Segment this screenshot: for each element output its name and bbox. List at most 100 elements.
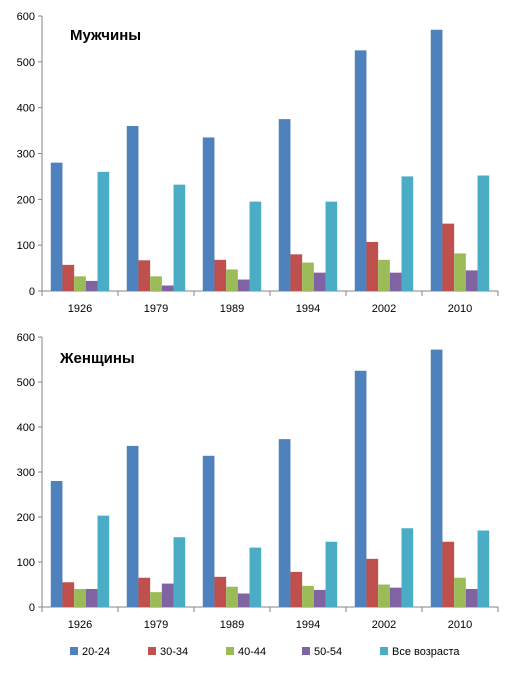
men-x-tick-label: 2010 [448, 303, 472, 315]
legend-label: 50-54 [314, 646, 342, 658]
men-x-tick-label: 1926 [68, 303, 92, 315]
women-x-tick-label: 1979 [144, 619, 168, 631]
women-bar-40-44-1994 [302, 585, 314, 607]
legend-label: 20-24 [82, 646, 110, 658]
men-bar-все-возраста-2002 [401, 176, 414, 291]
men-bar-все-возраста-1926 [97, 171, 110, 291]
women-y-tick-label: 0 [29, 602, 35, 614]
legend-label: 40-44 [238, 646, 266, 658]
women-bar-все-возраста-1926 [97, 515, 110, 607]
women-bar-30-34-2010 [442, 541, 455, 607]
men-bar-50-54-2010 [465, 270, 478, 291]
women-bar-30-34-2002 [366, 558, 379, 607]
legend-item: Все возраста [380, 646, 460, 658]
women-bar-20-24-2010 [430, 349, 443, 607]
men-bar-20-24-2010 [430, 29, 443, 291]
women-bar-40-44-2002 [378, 584, 390, 607]
legend-item: 50-54 [302, 646, 342, 658]
women-bar-20-24-1926 [50, 481, 63, 607]
men-x-tick-label: 1994 [296, 303, 320, 315]
women-bar-40-44-1979 [150, 592, 162, 607]
men-bar-30-34-2010 [442, 223, 455, 291]
chart-men: Мужчины 0 100 200 300 400 500 600 1926 1979 1989 19… [17, 11, 499, 315]
women-bar-все-возраста-1989 [249, 547, 262, 607]
men-bar-все-возраста-2010 [477, 175, 490, 291]
legend: 20-24 30-34 40-44 50-54 Все возраста [70, 646, 460, 658]
women-bar-40-44-1926 [74, 589, 86, 607]
women-bar-20-24-1994 [278, 439, 291, 607]
women-y-tick-label: 500 [17, 377, 35, 389]
men-bar-все-возраста-1979 [173, 184, 186, 291]
women-bar-50-54-1994 [313, 589, 326, 607]
legend-item: 30-34 [148, 646, 188, 658]
men-bar-30-34-1979 [138, 260, 151, 291]
women-x-tick-label: 2010 [448, 619, 472, 631]
men-bar-20-24-1994 [278, 119, 291, 291]
women-bar-50-54-2002 [389, 587, 402, 607]
women-bar-все-возраста-1979 [173, 537, 186, 607]
legend-item: 20-24 [70, 646, 110, 658]
women-bar-30-34-1989 [214, 576, 227, 607]
women-bar-20-24-1989 [202, 455, 215, 607]
legend-swatch [302, 647, 310, 655]
women-x-tick-label: 1989 [220, 619, 244, 631]
women-bar-все-возраста-2002 [401, 528, 414, 607]
women-x-tick-label: 1926 [68, 619, 92, 631]
women-bar-все-возраста-2010 [477, 530, 490, 607]
women-bar-50-54-2010 [465, 589, 478, 607]
men-y-tick-label: 0 [29, 286, 35, 298]
men-bar-30-34-2002 [366, 241, 379, 291]
women-bar-30-34-1926 [62, 582, 75, 607]
men-bar-20-24-2002 [354, 50, 367, 291]
men-bar-30-34-1994 [290, 254, 303, 291]
men-bar-30-34-1926 [62, 264, 75, 291]
men-bar-50-54-1926 [85, 280, 98, 291]
men-bar-20-24-1989 [202, 137, 215, 291]
chart-women: Женщины 0 100 200 300 400 500 600 1926 1979 1989 19… [17, 332, 499, 631]
men-y-tick-label: 400 [17, 103, 35, 115]
men-bar-20-24-1979 [126, 126, 139, 291]
men-bar-все-возраста-1989 [249, 201, 262, 291]
legend-item: 40-44 [226, 646, 266, 658]
women-bar-50-54-1926 [85, 589, 98, 607]
women-chart-title: Женщины [59, 350, 135, 367]
women-x-tick-label: 1994 [296, 619, 320, 631]
women-y-tick-label: 400 [17, 422, 35, 434]
men-bar-40-44-2002 [378, 259, 390, 291]
men-x-tick-label: 2002 [372, 303, 396, 315]
legend-swatch [148, 647, 156, 655]
men-x-tick-label: 1979 [144, 303, 168, 315]
men-y-tick-label: 300 [17, 149, 35, 161]
men-bar-50-54-1989 [237, 279, 250, 291]
legend-swatch [380, 647, 388, 655]
legend-label: Все возраста [392, 646, 460, 658]
women-x-tick-label: 2002 [372, 619, 396, 631]
men-bar-50-54-1979 [161, 285, 174, 291]
men-bar-50-54-2002 [389, 272, 402, 291]
men-bar-40-44-1994 [302, 262, 314, 291]
women-bar-20-24-2002 [354, 370, 367, 607]
men-y-tick-label: 500 [17, 57, 35, 69]
women-bar-50-54-1979 [161, 583, 174, 607]
women-bar-40-44-1989 [226, 586, 238, 607]
men-bar-40-44-2010 [454, 253, 466, 291]
men-bar-все-возраста-1994 [325, 201, 338, 291]
men-bar-50-54-1994 [313, 272, 326, 291]
men-x-tick-label: 1989 [220, 303, 244, 315]
legend-label: 30-34 [160, 646, 188, 658]
men-bar-20-24-1926 [50, 162, 63, 291]
legend-swatch [226, 647, 234, 655]
women-bar-50-54-1989 [237, 593, 250, 607]
men-y-tick-label: 600 [17, 11, 35, 23]
women-y-tick-label: 100 [17, 557, 35, 569]
legend-swatch [70, 647, 78, 655]
women-bar-30-34-1979 [138, 577, 151, 607]
men-chart-title: Мужчины [70, 27, 141, 44]
men-bar-30-34-1989 [214, 259, 227, 291]
men-bar-40-44-1989 [226, 269, 238, 291]
men-bar-40-44-1926 [74, 276, 86, 291]
men-y-tick-label: 100 [17, 240, 35, 252]
men-bar-40-44-1979 [150, 276, 162, 291]
